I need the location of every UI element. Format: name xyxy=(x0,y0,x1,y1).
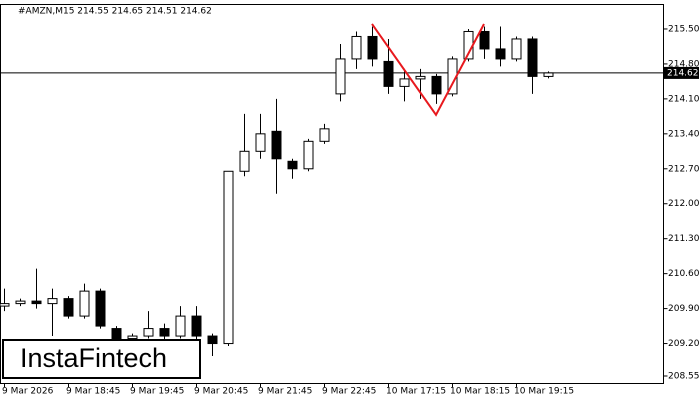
y-tick-label: 215.50 xyxy=(668,24,700,34)
candle-body xyxy=(271,130,282,160)
candle-body xyxy=(31,300,42,305)
candle-body xyxy=(47,298,58,305)
candle-body xyxy=(511,38,522,60)
price-label: 214.62 xyxy=(667,68,699,78)
y-tick-label: 212.70 xyxy=(668,164,700,174)
x-tick-label: 9 Mar 19:45 xyxy=(130,387,184,397)
candle-body xyxy=(111,328,122,340)
candle-body xyxy=(191,315,202,337)
y-tick-label: 211.30 xyxy=(668,234,700,244)
candle-body xyxy=(303,140,314,170)
candle-body xyxy=(63,298,74,317)
candle-body xyxy=(367,35,378,60)
candle-body xyxy=(351,35,362,60)
candle-body xyxy=(543,72,554,77)
x-tick-label: 9 Mar 21:45 xyxy=(258,387,312,397)
candle-body xyxy=(175,315,186,337)
candle-body xyxy=(79,290,90,317)
watermark: InstaFintech xyxy=(20,343,167,373)
candle-body xyxy=(15,300,26,305)
x-tick-label: 10 Mar 17:15 xyxy=(386,387,446,397)
candle-body xyxy=(527,38,538,77)
pattern-line xyxy=(371,23,485,117)
candle-body xyxy=(335,58,346,95)
y-tick-label: 214.10 xyxy=(668,94,700,104)
y-tick-label: 213.40 xyxy=(668,129,700,139)
candle-body xyxy=(127,335,138,340)
candle-body xyxy=(0,303,10,307)
y-tick-label: 209.20 xyxy=(668,339,700,349)
candle-body xyxy=(207,335,218,345)
candle-body xyxy=(95,290,106,327)
candle-body xyxy=(159,328,170,337)
x-tick-label: 9 Mar 2026 xyxy=(2,387,54,397)
candle-body xyxy=(399,78,410,87)
watermark-box: InstaFintech xyxy=(2,339,201,379)
candle-body xyxy=(495,48,506,60)
x-tick-label: 9 Mar 22:45 xyxy=(322,387,376,397)
candle-body xyxy=(383,60,394,87)
candle-body xyxy=(287,160,298,170)
candle-body xyxy=(255,133,266,152)
candle-body xyxy=(431,75,442,95)
x-tick-label: 9 Mar 20:45 xyxy=(194,387,248,397)
watermark-frame xyxy=(2,339,201,379)
candle-body xyxy=(143,328,154,337)
chart-title: #AMZN,M15 214.55 214.65 214.51 214.62 xyxy=(18,7,212,17)
x-tick-label: 10 Mar 19:15 xyxy=(514,387,574,397)
y-tick-label: 209.90 xyxy=(668,304,700,314)
candle-body xyxy=(319,128,330,142)
candle-body xyxy=(239,150,250,172)
x-tick-label: 9 Mar 18:45 xyxy=(66,387,120,397)
candle-body xyxy=(415,75,426,80)
x-tick-label: 10 Mar 18:15 xyxy=(450,387,510,397)
candle-body xyxy=(479,30,490,50)
y-tick-label: 208.55 xyxy=(668,372,700,382)
y-tick-label: 210.60 xyxy=(668,269,700,279)
y-tick-label: 214.80 xyxy=(668,59,700,69)
price-label-bg xyxy=(664,66,699,79)
plot-frame xyxy=(0,4,664,384)
y-tick-label: 212.00 xyxy=(668,199,700,209)
candle-body xyxy=(223,170,234,345)
